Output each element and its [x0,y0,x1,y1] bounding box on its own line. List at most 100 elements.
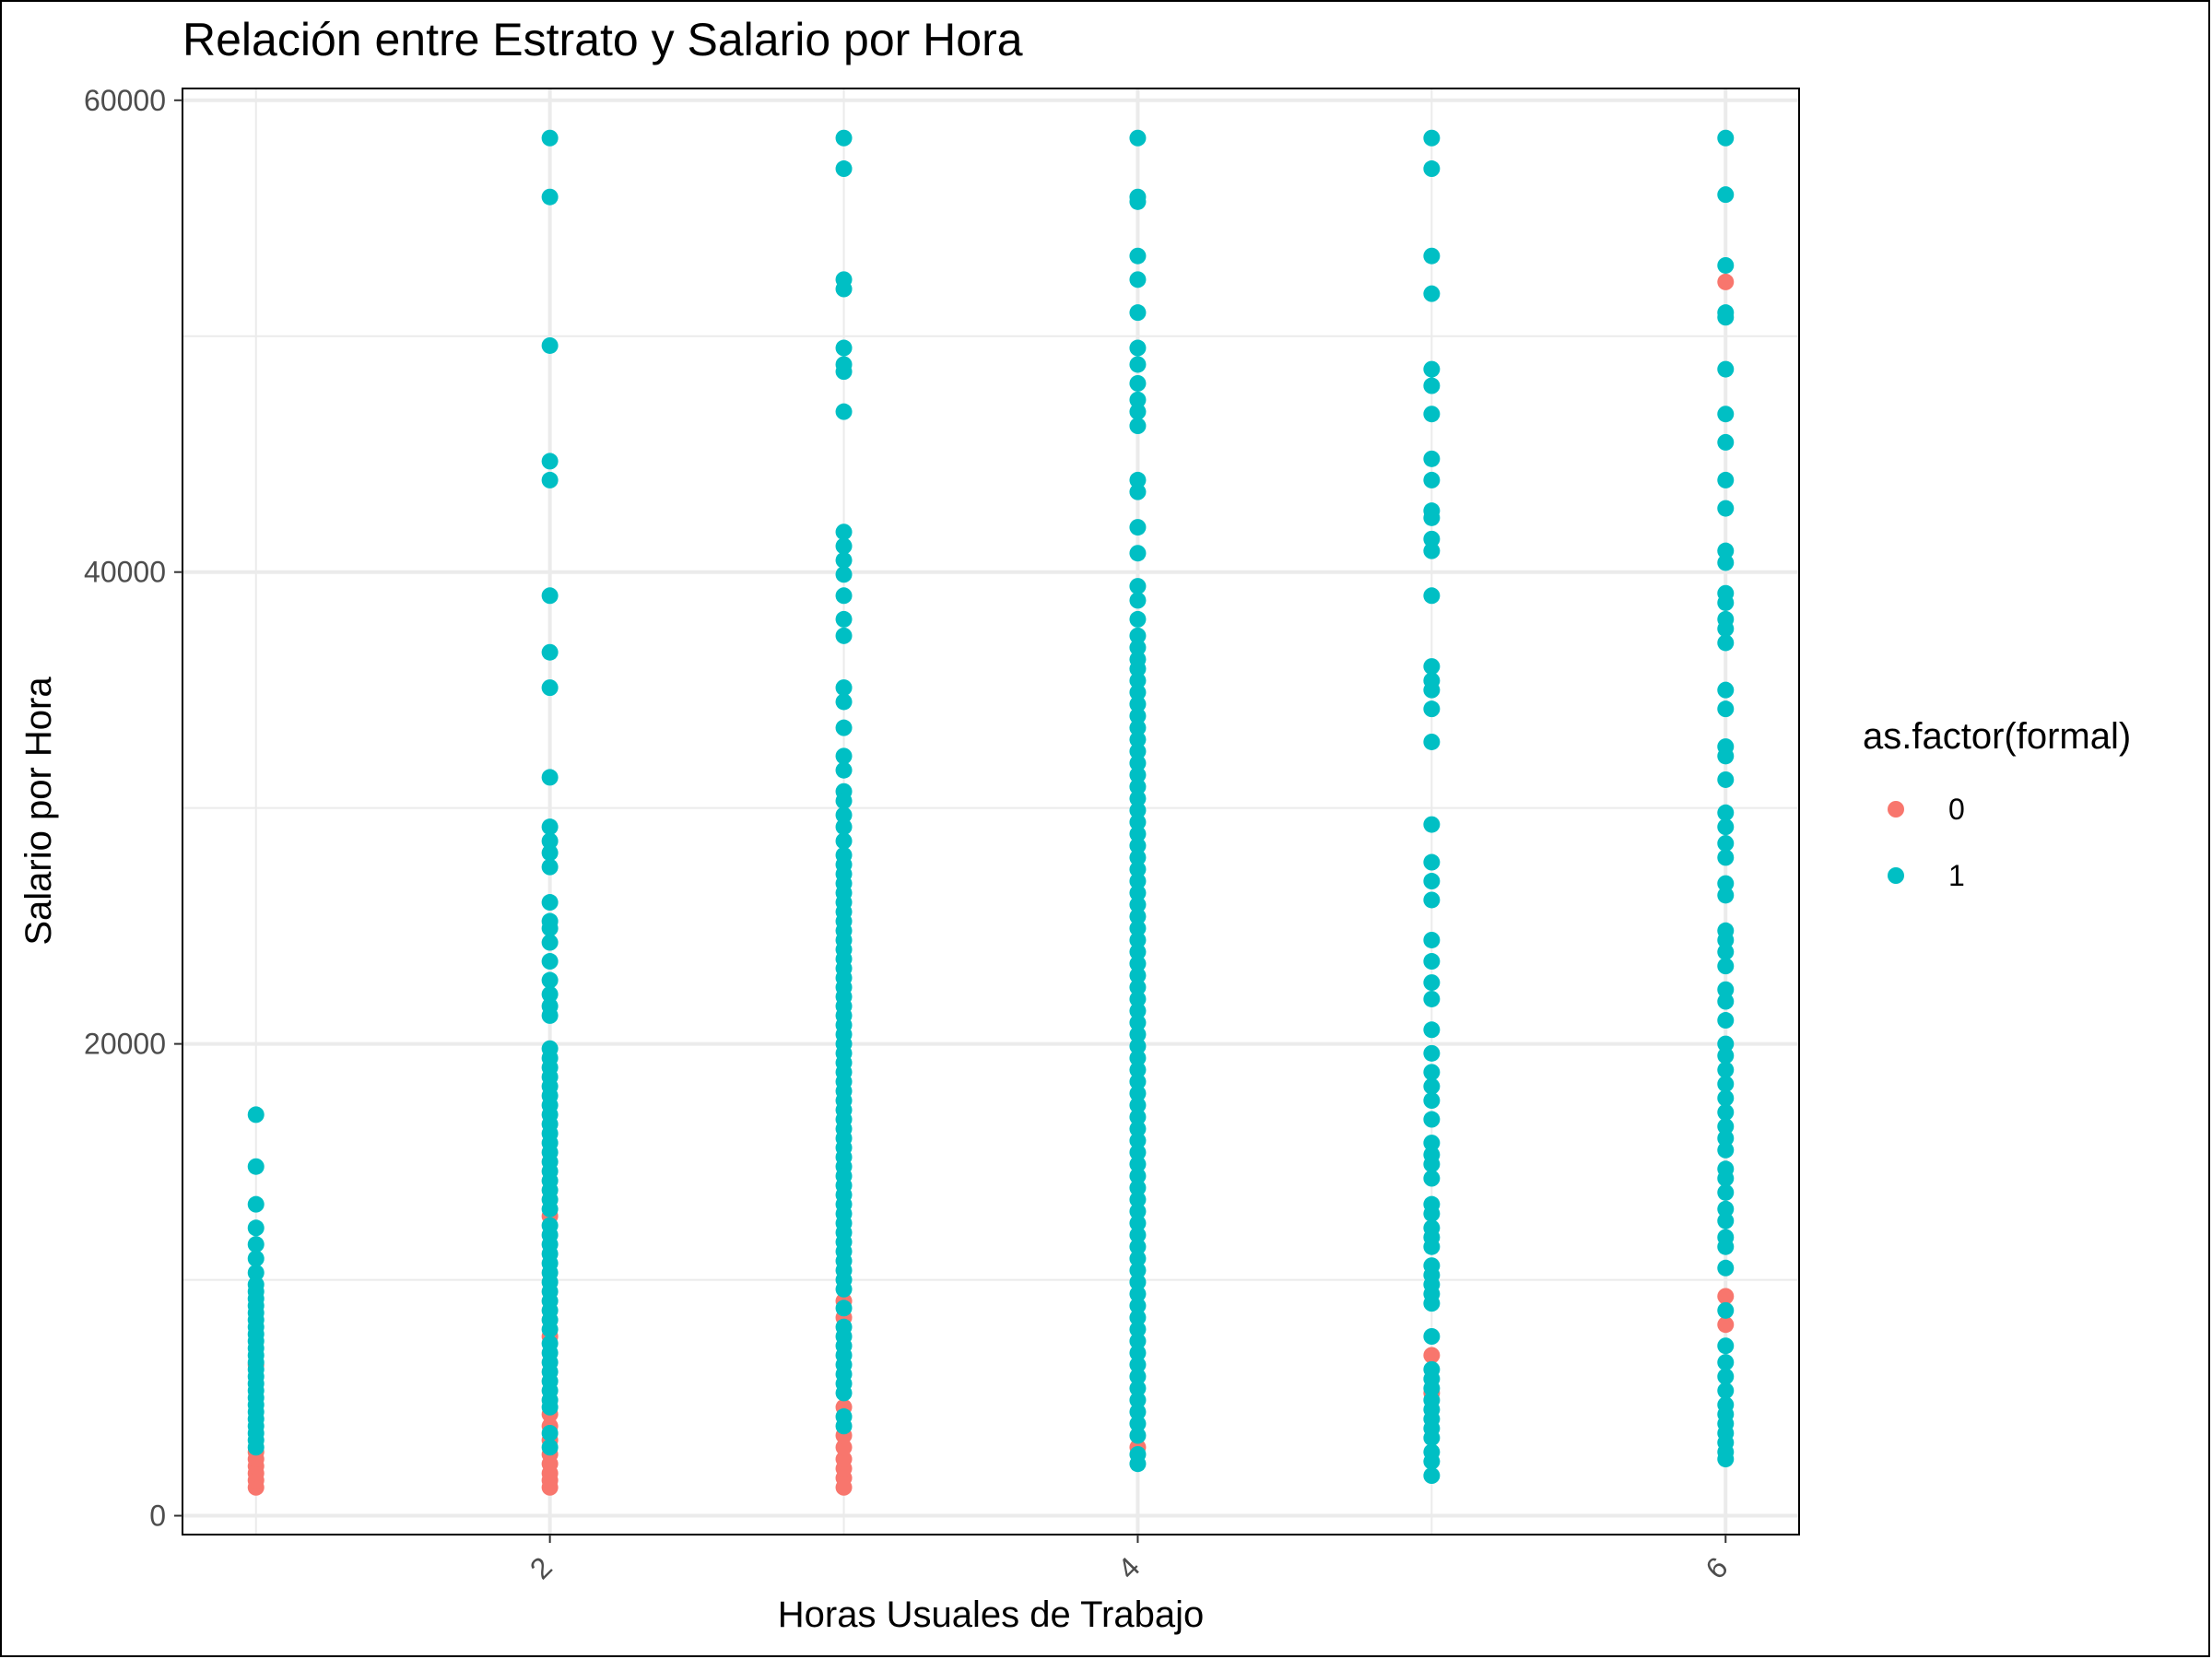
data-point [1129,849,1147,866]
data-point [541,1439,559,1456]
data-point [835,1439,853,1456]
data-point [247,1439,265,1456]
data-point [1129,696,1147,713]
data-point [1717,1076,1735,1093]
data-point [1129,639,1147,656]
data-point [1717,1183,1735,1201]
data-point [1717,554,1735,571]
data-point [1717,1238,1735,1255]
legend-label-1: 1 [1948,859,1965,892]
series-0 [247,273,1735,1496]
data-point [835,832,853,850]
x-axis-title: Horas Usuales de Trabajo [778,1594,1204,1635]
y-axis-title: Salario por Hora [18,677,59,946]
data-point [1129,1321,1147,1338]
data-point [541,858,559,876]
data-point [1423,1092,1441,1110]
y-axis-ticks: 0 20000 40000 60000 [84,84,182,1533]
data-point [1129,247,1147,265]
data-point [541,587,559,605]
data-point [1423,1453,1441,1470]
data-point [541,844,559,862]
data-point [1129,1333,1147,1350]
data-point [1129,1285,1147,1302]
data-point [1129,955,1147,972]
data-point [835,551,853,569]
data-point [1423,129,1441,147]
data-point [835,1280,853,1298]
data-point [1129,578,1147,595]
data-point [1717,1061,1735,1078]
data-point [1717,1118,1735,1135]
data-points [247,129,1735,1496]
data-point [1423,931,1441,948]
y-tick-label: 0 [149,1500,166,1533]
data-point [1717,1129,1735,1147]
data-point [835,792,853,809]
data-point [247,1250,265,1267]
data-point [1423,990,1441,1007]
data-point [1129,1392,1147,1409]
y-tick-label: 20000 [84,1028,166,1061]
data-point [541,894,559,912]
data-point [1129,592,1147,609]
data-point [1129,129,1147,147]
data-point [1423,450,1441,467]
data-point [1717,1089,1735,1107]
data-point [1423,974,1441,992]
data-point [1423,733,1441,750]
data-point [1423,816,1441,833]
data-point [247,1158,265,1175]
data-point [1717,981,1735,998]
data-point [835,524,853,541]
data-point [835,566,853,583]
data-point [1129,943,1147,960]
data-point [835,610,853,628]
data-point [1129,1120,1147,1137]
data-point [1129,1297,1147,1314]
data-point [541,336,559,354]
data-point [1717,594,1735,611]
data-point [1717,747,1735,765]
data-point [1423,542,1441,559]
data-point [835,679,853,697]
data-point [835,1418,853,1435]
data-point [1129,979,1147,996]
data-point [1129,374,1147,392]
data-point [1129,837,1147,854]
data-point [835,818,853,836]
data-point [1423,1064,1441,1081]
data-point [1423,1467,1441,1485]
data-point [1423,953,1441,971]
data-point [835,719,853,736]
data-point [1717,993,1735,1010]
data-point [1129,1427,1147,1444]
data-point [1129,610,1147,628]
data-point [1423,1021,1441,1039]
data-point [1717,931,1735,948]
data-point [1129,1238,1147,1255]
data-point [1717,1451,1735,1468]
data-point [1717,634,1735,652]
grid-lines [182,88,1799,1535]
data-point [1129,755,1147,772]
data-point [541,643,559,661]
data-point [541,818,559,836]
data-point [1129,802,1147,819]
data-point [1717,1301,1735,1319]
data-point [835,1300,853,1317]
data-point [1129,684,1147,701]
data-point [1423,530,1441,547]
data-point [1129,1215,1147,1232]
data-point [1129,403,1147,420]
data-point [835,1384,853,1402]
data-point [1423,1295,1441,1312]
data-point [1423,891,1441,909]
data-point [1129,1191,1147,1208]
data-point [835,160,853,178]
data-point [835,587,853,605]
data-point [1129,1344,1147,1361]
data-point [1423,471,1441,488]
data-point [1129,339,1147,357]
